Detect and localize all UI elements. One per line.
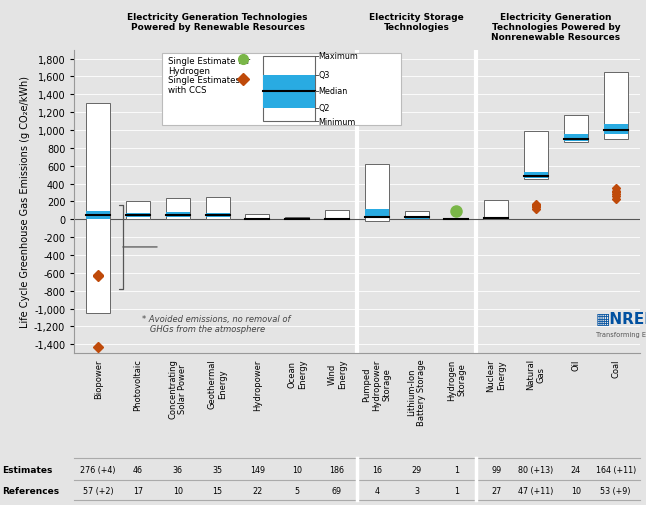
Text: 35: 35 — [213, 465, 223, 474]
Text: 164 (+11): 164 (+11) — [596, 465, 636, 474]
Text: 4: 4 — [374, 486, 379, 495]
Text: 36: 36 — [172, 465, 183, 474]
Text: 10: 10 — [172, 486, 183, 495]
Text: 16: 16 — [372, 465, 382, 474]
Bar — [245, 219, 269, 220]
Bar — [524, 132, 548, 180]
Text: Natural
Gas: Natural Gas — [526, 359, 546, 390]
Bar — [325, 219, 349, 220]
Text: References: References — [2, 486, 59, 495]
Bar — [86, 104, 110, 314]
Text: 10: 10 — [571, 486, 581, 495]
Bar — [126, 213, 150, 218]
Text: 15: 15 — [213, 486, 223, 495]
Text: Geothermal
Energy: Geothermal Energy — [208, 359, 227, 408]
Bar — [126, 201, 150, 220]
Bar — [86, 212, 110, 219]
Text: Concentrating
Solar Power: Concentrating Solar Power — [168, 359, 187, 418]
Text: * Avoided emissions, no removal of
   GHGs from the atmosphere: * Avoided emissions, no removal of GHGs … — [142, 314, 291, 334]
Text: Lithium-Ion
Battery Storage: Lithium-Ion Battery Storage — [407, 359, 426, 425]
Text: 1: 1 — [454, 486, 459, 495]
Bar — [325, 211, 349, 220]
Text: ▦NREL: ▦NREL — [596, 311, 646, 325]
Bar — [524, 173, 548, 179]
Bar — [166, 213, 190, 218]
Text: Hydrogen
Storage: Hydrogen Storage — [447, 359, 466, 400]
Bar — [564, 116, 588, 142]
Text: Single Estimates
with CCS: Single Estimates with CCS — [168, 75, 240, 95]
Bar — [484, 218, 508, 219]
Text: Q3: Q3 — [318, 71, 329, 80]
Text: Minimum: Minimum — [318, 117, 356, 126]
Text: Wind
Energy: Wind Energy — [328, 359, 347, 388]
Text: Ocean
Energy: Ocean Energy — [287, 359, 307, 388]
Bar — [264, 75, 315, 109]
Text: 5: 5 — [295, 486, 300, 495]
Bar — [484, 200, 508, 220]
Text: 80 (+13): 80 (+13) — [519, 465, 554, 474]
Bar — [205, 213, 229, 218]
Text: Maximum: Maximum — [318, 52, 358, 61]
Text: Coal: Coal — [611, 359, 620, 377]
Text: 47 (+11): 47 (+11) — [518, 486, 554, 495]
Bar — [564, 135, 588, 141]
Text: Nuclear
Energy: Nuclear Energy — [486, 359, 506, 391]
FancyBboxPatch shape — [162, 54, 401, 125]
Text: Transforming ENERGY: Transforming ENERGY — [596, 331, 646, 337]
Bar — [404, 217, 428, 219]
Text: Single Estimate for
Hydrogen: Single Estimate for Hydrogen — [168, 57, 250, 76]
Bar — [205, 197, 229, 220]
Text: Photovoltaic: Photovoltaic — [134, 359, 143, 411]
Text: 10: 10 — [292, 465, 302, 474]
Bar — [404, 212, 428, 220]
Text: Oil: Oil — [571, 359, 580, 370]
Text: 22: 22 — [253, 486, 262, 495]
Text: Q2: Q2 — [318, 104, 330, 113]
Text: Hydropower: Hydropower — [253, 359, 262, 410]
Bar — [365, 165, 389, 222]
Bar — [286, 219, 309, 220]
Text: Electricity Storage
Technologies: Electricity Storage Technologies — [370, 13, 464, 32]
Text: 53 (+9): 53 (+9) — [600, 486, 631, 495]
Text: 24: 24 — [571, 465, 581, 474]
Bar — [286, 218, 309, 220]
Text: 29: 29 — [412, 465, 422, 474]
Text: 46: 46 — [133, 465, 143, 474]
Text: Electricity Generation
Technologies Powered by
Nonrenewable Resources: Electricity Generation Technologies Powe… — [492, 13, 621, 42]
Text: 186: 186 — [329, 465, 344, 474]
Text: 149: 149 — [250, 465, 265, 474]
Text: 1: 1 — [454, 465, 459, 474]
Text: 99: 99 — [491, 465, 501, 474]
Bar — [264, 57, 315, 122]
Bar — [604, 73, 628, 139]
Text: 69: 69 — [332, 486, 342, 495]
Text: Electricity Generation Technologies
Powered by Renewable Resources: Electricity Generation Technologies Powe… — [127, 13, 308, 32]
Text: Median: Median — [318, 87, 348, 96]
Text: Pumped
Hydropower
Storage: Pumped Hydropower Storage — [362, 359, 391, 410]
Text: 276 (+4): 276 (+4) — [80, 465, 116, 474]
Bar — [365, 209, 389, 219]
Text: 57 (+2): 57 (+2) — [83, 486, 114, 495]
Y-axis label: Life Cycle Greenhouse Gas Emissions (g CO₂e/kWh): Life Cycle Greenhouse Gas Emissions (g C… — [20, 76, 30, 328]
Text: Biopower: Biopower — [94, 359, 103, 398]
Bar — [245, 215, 269, 220]
Text: 3: 3 — [414, 486, 419, 495]
Text: 17: 17 — [133, 486, 143, 495]
Bar — [166, 198, 190, 220]
Bar — [604, 124, 628, 134]
Text: 27: 27 — [491, 486, 501, 495]
Text: Estimates: Estimates — [2, 465, 52, 474]
